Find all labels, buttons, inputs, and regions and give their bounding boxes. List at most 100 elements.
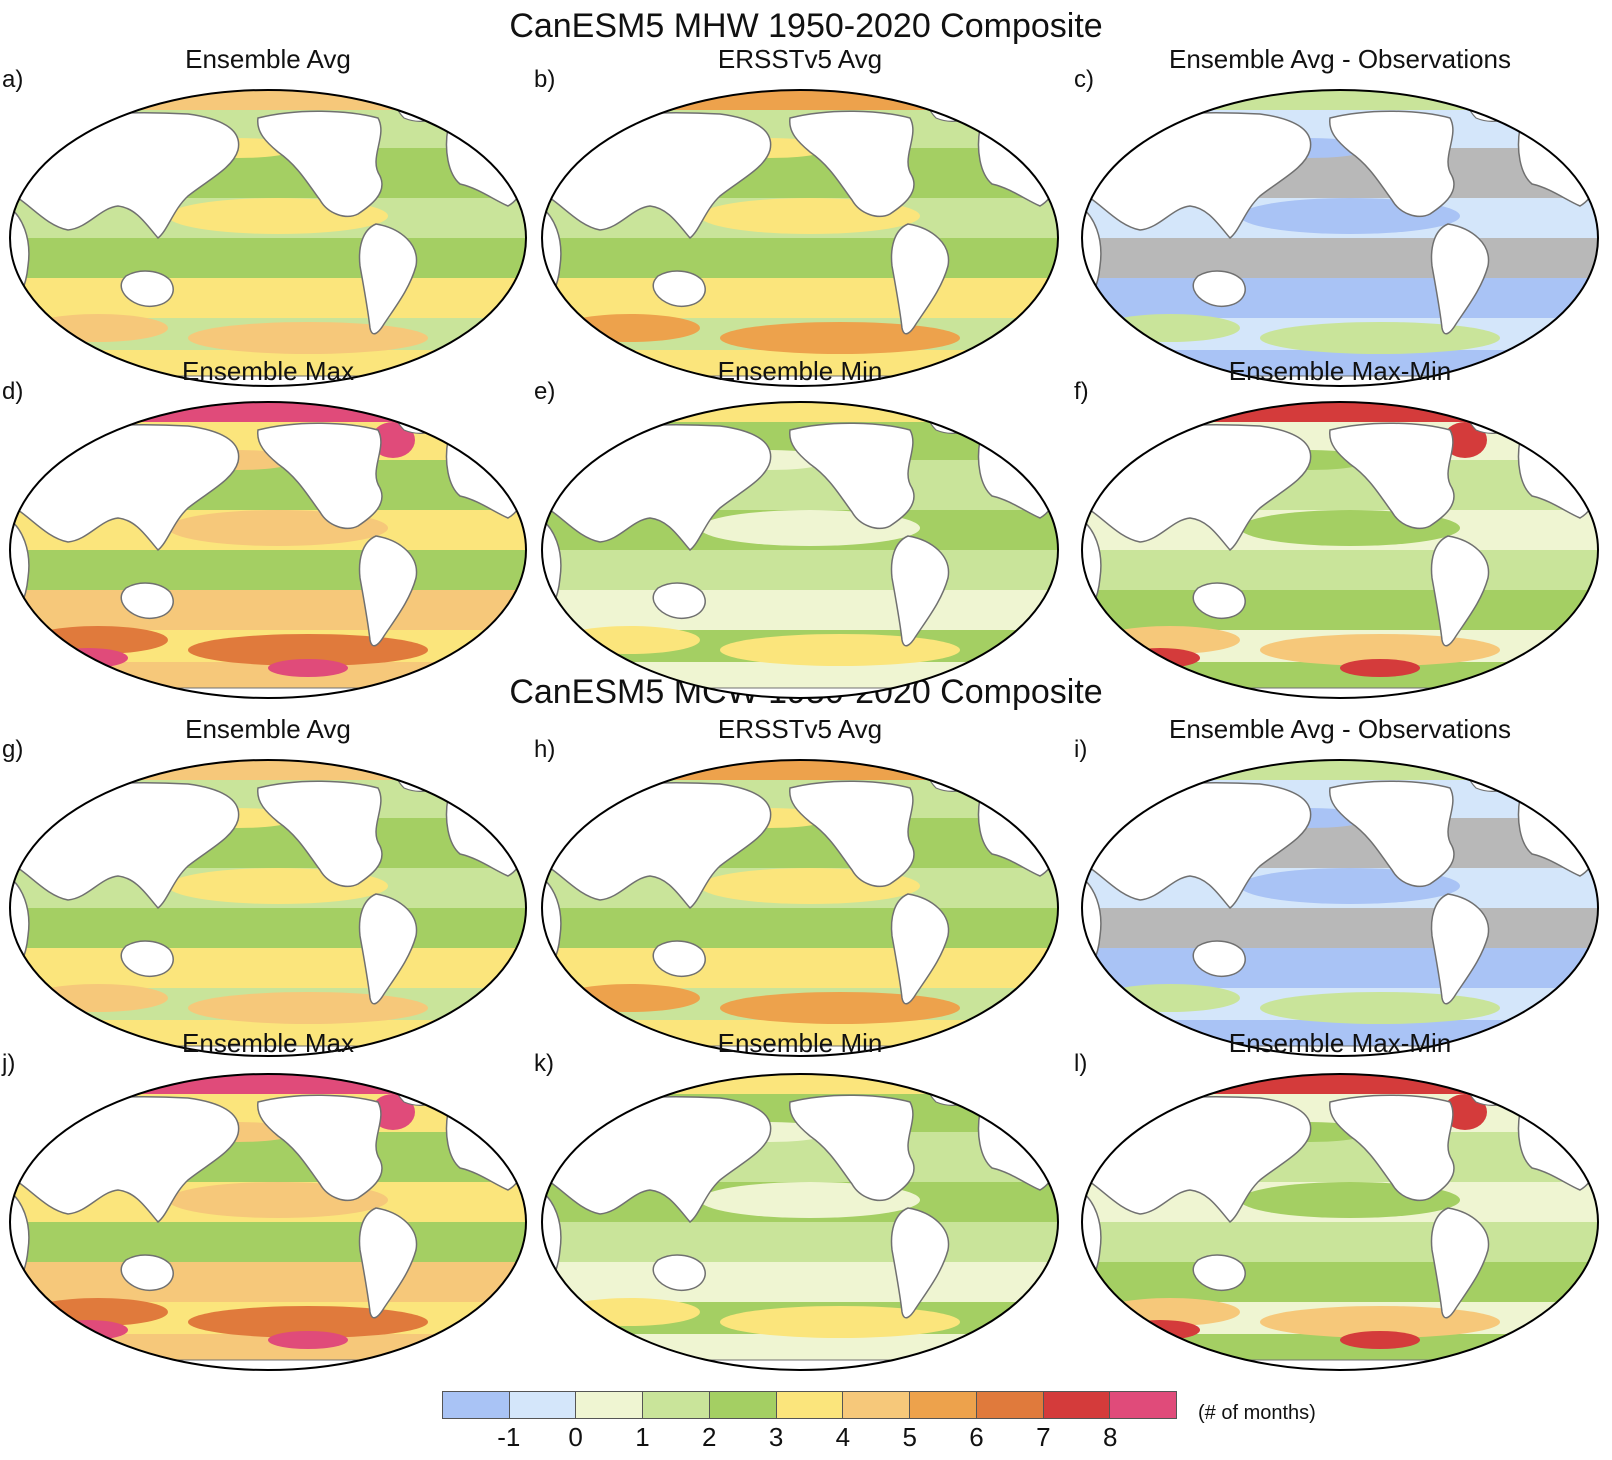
land-north-america bbox=[789, 422, 915, 530]
map-frame bbox=[8, 89, 528, 387]
colorbar-swatch bbox=[643, 1392, 710, 1418]
ocean-anomaly bbox=[1260, 1306, 1500, 1338]
colorbar-swatch bbox=[910, 1392, 977, 1418]
land-south-america bbox=[890, 893, 950, 1005]
ocean-anomaly bbox=[188, 992, 428, 1024]
map-svg bbox=[8, 1073, 528, 1371]
land-australia bbox=[1192, 582, 1246, 620]
land-south-america bbox=[358, 223, 418, 335]
ocean-anomaly bbox=[188, 322, 428, 354]
map-panel: b) ERSSTv5 Avg bbox=[534, 44, 1060, 388]
land-north-america bbox=[257, 1094, 383, 1202]
map-frame bbox=[1080, 759, 1600, 1057]
map-svg bbox=[8, 759, 528, 1057]
land-australia bbox=[652, 1254, 706, 1292]
colorbar-swatch bbox=[1110, 1392, 1177, 1418]
map-frame bbox=[540, 1073, 1060, 1371]
ocean-anomaly bbox=[268, 1331, 348, 1349]
colorbar-swatch bbox=[509, 1392, 577, 1418]
map-svg bbox=[8, 89, 528, 387]
ocean-band bbox=[542, 948, 1058, 988]
land-australia bbox=[652, 940, 706, 978]
colorbar-tick-label: 0 bbox=[568, 1422, 583, 1452]
map-panel: k) Ensemble Min bbox=[534, 1028, 1060, 1372]
map-panel: g) Ensemble Avg bbox=[2, 714, 528, 1058]
panel-title: Ensemble Max bbox=[182, 356, 354, 386]
ocean-band bbox=[1082, 1262, 1598, 1302]
map-frame bbox=[540, 401, 1060, 699]
ocean-anomaly bbox=[28, 984, 168, 1012]
ocean-anomaly bbox=[720, 992, 960, 1024]
ocean-band bbox=[542, 402, 1058, 422]
panel-title: Ensemble Avg - Observations bbox=[1168, 714, 1512, 744]
ocean-band bbox=[1082, 90, 1598, 110]
ocean-anomaly bbox=[1120, 648, 1200, 668]
land-south-america bbox=[358, 535, 418, 647]
ocean-band bbox=[542, 1074, 1058, 1094]
colorbar-tick-label: 2 bbox=[702, 1422, 717, 1452]
panel-letter: a) bbox=[2, 66, 24, 93]
ocean-anomaly bbox=[48, 648, 128, 668]
panel-title: ERSSTv5 Avg bbox=[717, 44, 883, 74]
section-title-mhw: CanESM5 MHW 1950-2020 Composite bbox=[509, 7, 1103, 45]
colorbar bbox=[442, 1391, 1177, 1419]
ocean-anomaly bbox=[720, 634, 960, 666]
ocean-band bbox=[542, 1222, 1058, 1262]
map-svg bbox=[540, 759, 1060, 1057]
land-south-america bbox=[890, 1207, 950, 1319]
map-frame bbox=[540, 89, 1060, 387]
map-panel: f) Ensemble Max-Min bbox=[1074, 356, 1600, 700]
colorbar-swatch bbox=[776, 1392, 844, 1418]
ocean-band bbox=[10, 278, 526, 318]
ocean-band bbox=[1082, 948, 1598, 988]
colorbar-swatch bbox=[443, 1392, 510, 1418]
ocean-anomaly bbox=[560, 1298, 700, 1326]
ocean-band bbox=[1082, 1222, 1598, 1262]
land-north-america bbox=[1329, 422, 1455, 530]
ocean-anomaly bbox=[1100, 984, 1240, 1012]
land-australia bbox=[120, 582, 174, 620]
ocean-band bbox=[10, 1074, 526, 1094]
land-south-america bbox=[358, 1207, 418, 1319]
ocean-band bbox=[1082, 590, 1598, 630]
map-frame bbox=[1080, 1073, 1600, 1371]
land-south-america bbox=[1430, 535, 1490, 647]
panel-letter: i) bbox=[1074, 736, 1088, 763]
land-australia bbox=[120, 1254, 174, 1292]
ocean-anomaly bbox=[1340, 659, 1420, 677]
map-body bbox=[10, 1074, 526, 1370]
land-australia bbox=[1192, 940, 1246, 978]
land-north-america bbox=[789, 110, 915, 218]
ocean-band bbox=[10, 238, 526, 278]
map-panel: a) Ensemble Avg bbox=[2, 44, 528, 388]
panel-title: Ensemble Max-Min bbox=[1228, 356, 1452, 386]
panel-title: Ensemble Avg - Observations bbox=[1168, 44, 1512, 74]
panel-letter: c) bbox=[1074, 66, 1094, 93]
map-frame bbox=[8, 1073, 528, 1371]
ocean-anomaly bbox=[1260, 634, 1500, 666]
ocean-anomaly bbox=[1340, 1331, 1420, 1349]
land-north-america bbox=[789, 780, 915, 888]
panel-letter: k) bbox=[534, 1050, 554, 1077]
ocean-anomaly bbox=[268, 659, 348, 677]
colorbar-tick-label: 5 bbox=[902, 1422, 917, 1452]
colorbar-tick-label: 4 bbox=[835, 1422, 851, 1452]
map-panel: i) Ensemble Avg - Observations bbox=[1074, 714, 1600, 1058]
ocean-band bbox=[542, 90, 1058, 110]
map-frame bbox=[8, 759, 528, 1057]
ocean-anomaly bbox=[188, 1306, 428, 1338]
land-south-america bbox=[1430, 893, 1490, 1005]
panel-title: Ensemble Max-Min bbox=[1228, 1028, 1452, 1058]
ocean-anomaly bbox=[720, 1306, 960, 1338]
ocean-band bbox=[542, 908, 1058, 948]
map-svg bbox=[1080, 1073, 1600, 1371]
ocean-band bbox=[10, 550, 526, 590]
colorbar-swatch bbox=[976, 1392, 1044, 1418]
land-north-america bbox=[257, 110, 383, 218]
ocean-band bbox=[10, 1262, 526, 1302]
ocean-band bbox=[1082, 760, 1598, 780]
panel-letter: d) bbox=[2, 378, 24, 405]
land-south-america bbox=[1430, 1207, 1490, 1319]
land-australia bbox=[1192, 270, 1246, 308]
land-north-america bbox=[257, 780, 383, 888]
